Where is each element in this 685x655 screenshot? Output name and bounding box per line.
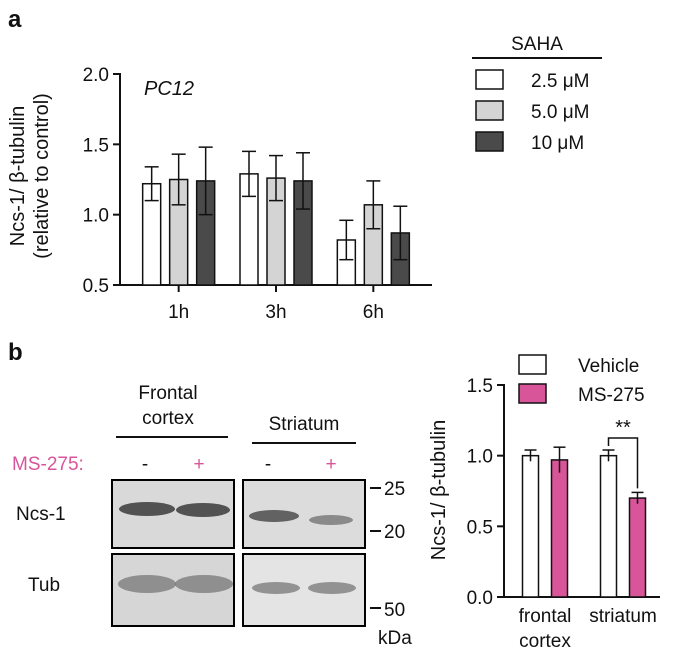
legend-b-label: MS-275 — [578, 385, 645, 406]
legend-a-title: SAHA — [511, 34, 563, 55]
panel-b-ylabel: Ncs-1/ β-tubulin — [428, 420, 450, 560]
blot-band-ncs1-lane1 — [119, 502, 175, 516]
chart-a-ylabel-line2: (relative to control) — [31, 93, 53, 259]
mw-marker-50: 50 — [384, 600, 405, 621]
legend-a-swatch — [475, 69, 504, 90]
chart-b-bar — [628, 497, 647, 598]
legend-a-label: 2.5 μM — [531, 71, 589, 92]
chart-b-xtick-label: striatum — [589, 606, 657, 627]
blot-band-ncs1-lane2 — [176, 503, 230, 517]
blot-lane-mark-3: - — [265, 454, 271, 475]
chart-b-xtick-label: cortex — [519, 631, 571, 652]
panel-a-letter: a — [8, 6, 22, 33]
legend-a-label: 10 μM — [531, 133, 584, 154]
chart-a-ylabel-line1: Ncs-1/ β-tubulin — [7, 106, 29, 246]
chart-b-bar — [599, 454, 618, 598]
panel-a-legend: SAHA 2.5 μM 5.0 μM 10 μM — [472, 34, 602, 154]
blot-row-label-tub: Tub — [28, 575, 60, 596]
blot-lane-mark-4: + — [325, 454, 336, 475]
chart-b-ylabel: Ncs-1/ β-tubulin — [428, 420, 450, 560]
mw-marker-25: 25 — [384, 479, 405, 500]
panel-b-legend: Vehicle MS-275 — [518, 354, 645, 406]
chart-a-ytick-label: 2.0 — [83, 65, 109, 86]
legend-b-swatch — [518, 383, 547, 404]
chart-a-xtick-label: 3h — [265, 302, 286, 323]
chart-b-significance-bracket — [607, 437, 639, 489]
panel-b-chart: 0.0 0.5 1.0 1.5 frontal cortex striatum ** — [467, 376, 660, 652]
chart-a-note: PC12 — [144, 78, 194, 100]
chart-b-bar — [521, 454, 540, 598]
chart-b-ytick-label: 0.0 — [467, 588, 493, 609]
chart-b-ytick-label: 1.5 — [467, 376, 493, 397]
blot-row-label-ncs1: Ncs-1 — [16, 504, 66, 525]
blot-band-tub-lane2 — [175, 575, 233, 593]
chart-b-significance-mark: ** — [615, 417, 631, 439]
blot-band-ncs1-lane3 — [249, 510, 299, 522]
blot-band-ncs1-lane4 — [309, 515, 353, 525]
blot-region-striatum: Striatum — [269, 414, 340, 435]
blot-band-tub-lane1 — [118, 575, 176, 593]
legend-b-label: Vehicle — [578, 356, 639, 377]
panel-b-letter: b — [8, 339, 23, 366]
blot-band-tub-lane4 — [308, 582, 356, 594]
chart-a-xtick-label: 6h — [363, 302, 384, 323]
legend-a-label: 5.0 μM — [531, 102, 589, 123]
blot-lane-mark-1: - — [142, 454, 148, 475]
legend-b-swatch — [518, 354, 547, 375]
chart-b-ytick-label: 0.5 — [467, 517, 493, 538]
chart-a-xtick-label: 1h — [168, 302, 189, 323]
chart-a-ytick-label: 0.5 — [83, 276, 109, 297]
blot-band-tub-lane3 — [252, 582, 300, 594]
blot-region-frontal-line1: Frontal — [138, 383, 197, 404]
legend-a-swatch — [475, 131, 504, 152]
mw-marker-20: 20 — [384, 522, 405, 543]
panel-a-chart: PC12 0.5 1.0 1.5 2.0 1h 3h 6h — [83, 65, 432, 323]
blot-region-frontal-line2: cortex — [142, 408, 194, 429]
chart-b-ytick-label: 1.0 — [467, 447, 493, 468]
mw-unit: kDa — [378, 628, 412, 649]
chart-b-bar — [550, 459, 569, 598]
chart-a-ytick-label: 1.5 — [83, 135, 109, 156]
blot-treatment-label: MS-275: — [12, 454, 84, 475]
legend-a-swatch — [475, 100, 504, 121]
chart-b-xtick-label: frontal — [519, 606, 572, 627]
blot-lane-mark-2: + — [193, 454, 204, 475]
chart-a-ytick-label: 1.0 — [83, 206, 109, 227]
western-blot: Frontal cortex Striatum MS-275: - + - + … — [12, 383, 412, 649]
panel-a-ylabel: Ncs-1/ β-tubulin (relative to control) — [7, 93, 53, 259]
